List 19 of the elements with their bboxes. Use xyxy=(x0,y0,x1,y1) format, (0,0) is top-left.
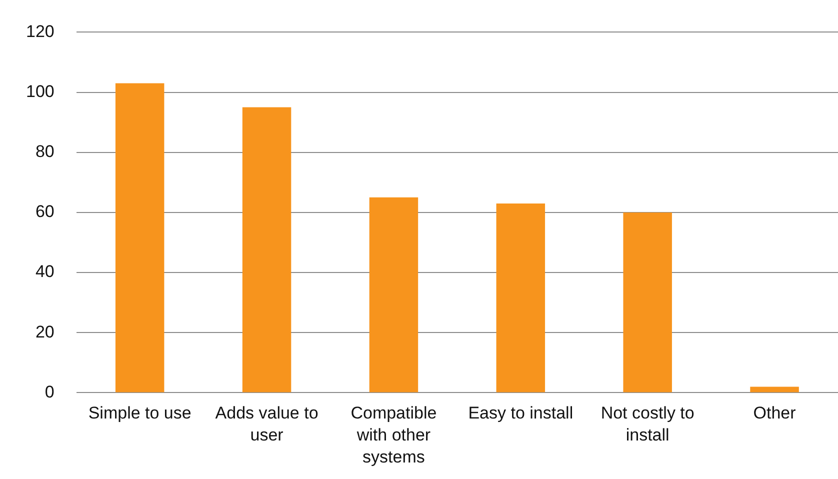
bar xyxy=(242,107,292,392)
y-tick-label: 20 xyxy=(35,322,54,342)
x-tick-label: Easy to install xyxy=(468,403,574,422)
y-tick-label: 0 xyxy=(44,382,54,402)
y-tick-label: 100 xyxy=(26,82,54,101)
y-tick-label: 60 xyxy=(35,202,54,222)
y-tick-label: 80 xyxy=(35,142,54,162)
x-tick-label: Compatible with other systems xyxy=(350,403,437,467)
bar xyxy=(115,83,164,392)
y-tick-label: 40 xyxy=(35,262,54,282)
bar xyxy=(369,197,418,392)
x-tick-label: Adds value to user xyxy=(215,403,318,445)
bar xyxy=(623,212,672,392)
x-tick-label: Simple to use xyxy=(88,403,192,422)
y-tick-label: 120 xyxy=(26,22,54,41)
x-tick-label: Other xyxy=(753,403,796,422)
bar xyxy=(496,203,546,392)
bar xyxy=(750,386,799,392)
x-tick-label: Not costly to install xyxy=(600,403,694,445)
